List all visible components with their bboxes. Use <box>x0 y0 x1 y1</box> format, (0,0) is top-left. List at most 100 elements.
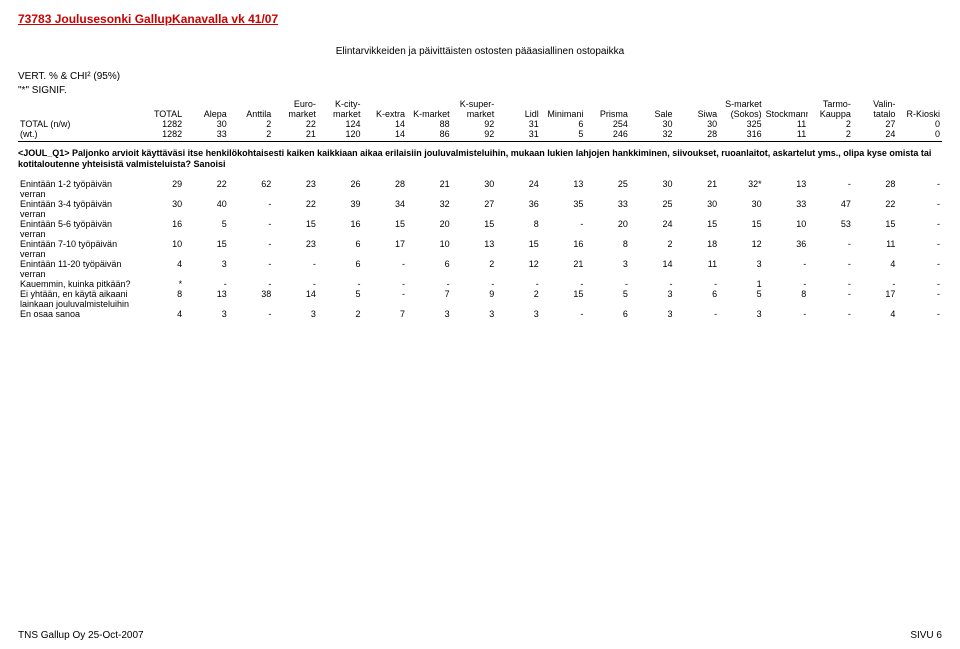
cell: 13 <box>541 179 586 199</box>
cell: 16 <box>541 239 586 259</box>
cell: - <box>273 259 318 279</box>
cell: - <box>897 239 942 259</box>
cell: - <box>764 279 809 289</box>
cell: - <box>541 309 586 319</box>
cell: 124 <box>318 119 363 129</box>
cell: 6 <box>318 259 363 279</box>
row-label: Kauemmin, kuinka pitkään? <box>18 279 140 289</box>
cell: 88 <box>407 119 452 129</box>
cell: 6 <box>675 289 720 309</box>
cell: 11 <box>675 259 720 279</box>
cell: 25 <box>630 199 675 219</box>
cell: 17 <box>853 289 898 309</box>
header-blank <box>18 99 140 119</box>
signif-line-2: "*" SIGNIF. <box>18 85 942 97</box>
cell: - <box>496 279 541 289</box>
cell: 3 <box>407 309 452 319</box>
cell: 15 <box>362 219 407 239</box>
cell: 30 <box>452 179 497 199</box>
cell: 32 <box>630 129 675 139</box>
cell: 5 <box>719 289 764 309</box>
cell: 7 <box>362 309 407 319</box>
cell: 1282 <box>140 129 185 139</box>
cell: 2 <box>496 289 541 309</box>
cell: 3 <box>585 259 630 279</box>
cell: 22 <box>184 179 229 199</box>
cell: - <box>808 239 853 259</box>
cell: 6 <box>585 309 630 319</box>
cell: - <box>362 279 407 289</box>
cell: 0 <box>897 129 942 139</box>
cell: 15 <box>273 219 318 239</box>
cell: 3 <box>630 289 675 309</box>
cell: - <box>273 279 318 289</box>
cell: - <box>229 259 274 279</box>
cell: - <box>897 199 942 219</box>
cell: 47 <box>808 199 853 219</box>
cell: - <box>675 309 720 319</box>
cell: 2 <box>452 259 497 279</box>
report-title: 73783 Joulusesonki GallupKanavalla vk 41… <box>18 12 942 26</box>
cell: 8 <box>140 289 185 309</box>
column-header: K-market <box>407 99 452 119</box>
table-row: TOTAL (n/w)12823022212414889231625430303… <box>18 119 942 129</box>
cell: 30 <box>140 199 185 219</box>
cell: 22 <box>273 199 318 219</box>
table-row: Enintään 5-6 työpäivän verran165-1516152… <box>18 219 942 239</box>
cell: - <box>808 259 853 279</box>
column-header: Stockmann <box>764 99 809 119</box>
cell: 12 <box>719 239 764 259</box>
cell: 1282 <box>140 119 185 129</box>
cell: 0 <box>897 119 942 129</box>
cell: 3 <box>184 259 229 279</box>
cell: 22 <box>273 119 318 129</box>
cell: - <box>229 219 274 239</box>
cell: 11 <box>853 239 898 259</box>
column-header: Anttila <box>229 99 274 119</box>
cell: - <box>808 289 853 309</box>
footer-left: TNS Gallup Oy 25-Oct-2007 <box>18 630 144 641</box>
cell: 30 <box>630 179 675 199</box>
cell: 11 <box>764 119 809 129</box>
cell: 11 <box>764 129 809 139</box>
cell: - <box>897 219 942 239</box>
cell: 4 <box>853 259 898 279</box>
column-header: Sale <box>630 99 675 119</box>
cell: - <box>808 279 853 289</box>
footer-right: SIVU 6 <box>910 630 942 641</box>
row-label: Enintään 11-20 työpäivän verran <box>18 259 140 279</box>
cell: 4 <box>140 259 185 279</box>
table-row: Enintään 3-4 työpäivän verran3040-223934… <box>18 199 942 219</box>
cell: 2 <box>229 129 274 139</box>
table-row: Kauemmin, kuinka pitkään?*------------1-… <box>18 279 942 289</box>
cell: 13 <box>764 179 809 199</box>
cell: 26 <box>318 179 363 199</box>
row-label: Enintään 5-6 työpäivän verran <box>18 219 140 239</box>
cell: - <box>897 289 942 309</box>
cell: 9 <box>452 289 497 309</box>
cell: 33 <box>585 199 630 219</box>
column-header: Lidl <box>496 99 541 119</box>
cell: 3 <box>719 259 764 279</box>
cell: 246 <box>585 129 630 139</box>
cell: - <box>630 279 675 289</box>
cell: - <box>897 279 942 289</box>
cell: 5 <box>541 129 586 139</box>
data-table: TOTALAlepaAnttilaEuro- marketK-city- mar… <box>18 99 942 139</box>
row-label: Ei yhtään, en käytä aikaani lainkaan jou… <box>18 289 140 309</box>
cell: - <box>229 309 274 319</box>
cell: - <box>764 259 809 279</box>
row-label: Enintään 7-10 työpäivän verran <box>18 239 140 259</box>
total-body: TOTAL (n/w)12823022212414889231625430303… <box>18 119 942 139</box>
cell: 15 <box>541 289 586 309</box>
cell: 31 <box>496 129 541 139</box>
cell: 4 <box>140 309 185 319</box>
column-header: K-city- market <box>318 99 363 119</box>
report-subtitle: Elintarvikkeiden ja päivittäisten ostost… <box>18 46 942 57</box>
cell: 2 <box>630 239 675 259</box>
cell: 25 <box>585 179 630 199</box>
cell: 325 <box>719 119 764 129</box>
cell: 14 <box>362 129 407 139</box>
cell: 16 <box>140 219 185 239</box>
column-header: Valin- tatalo <box>853 99 898 119</box>
